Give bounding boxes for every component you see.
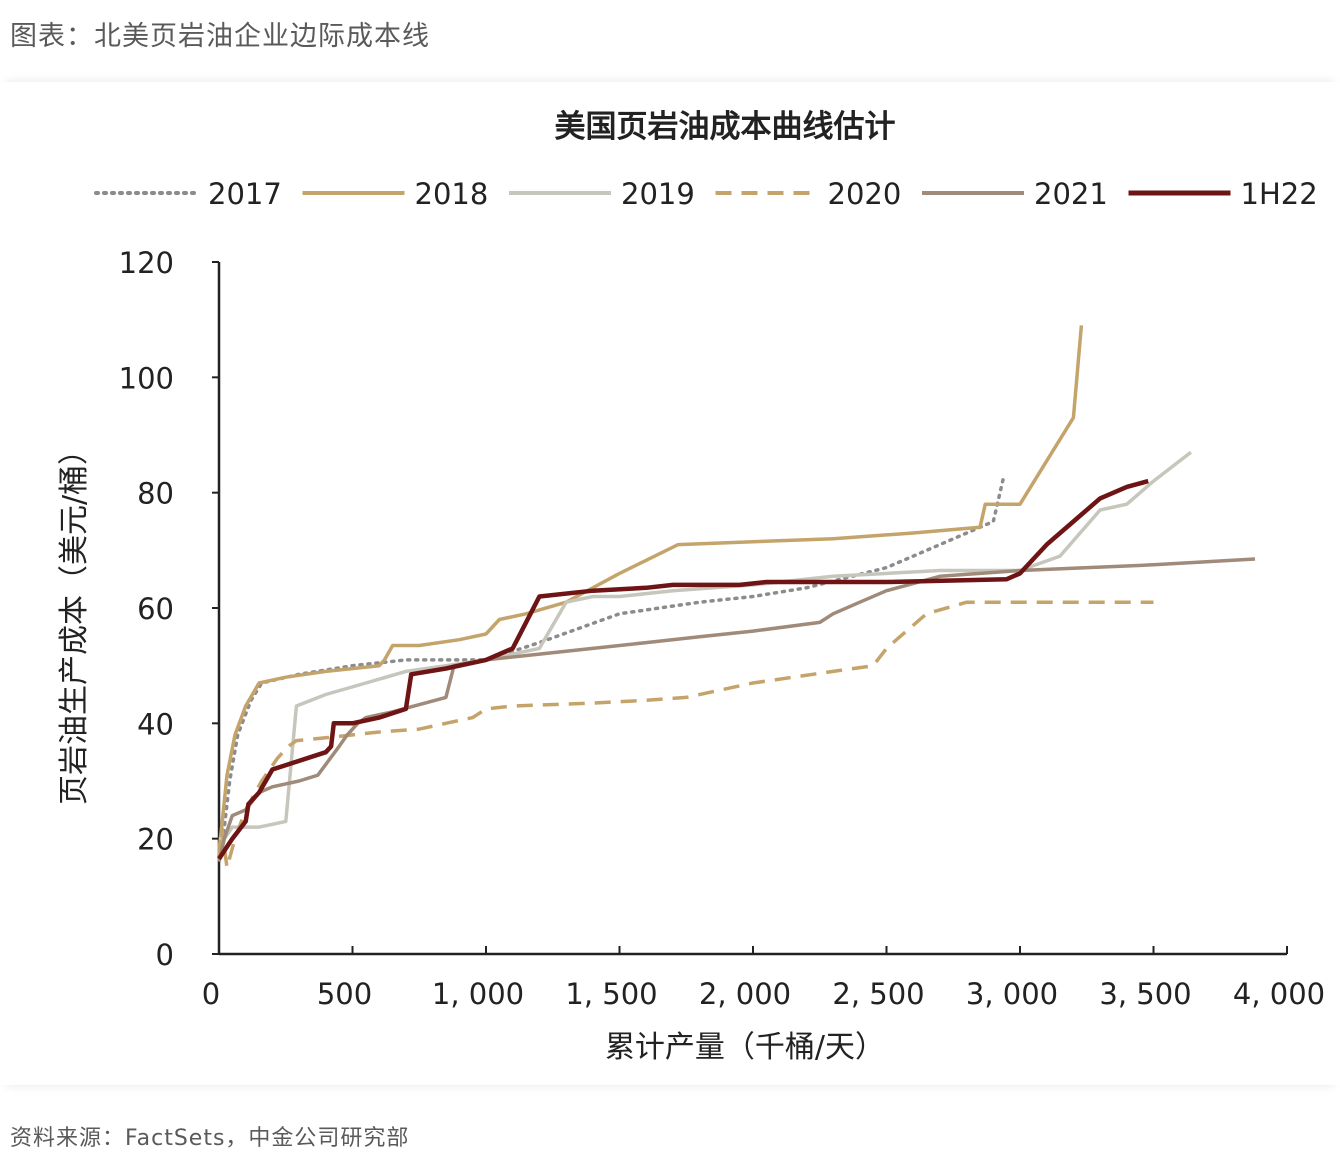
x-tick-label: 3, 000 — [966, 977, 1058, 1011]
legend-label-2021: 2021 — [1034, 177, 1108, 211]
legend-label-2017: 2017 — [208, 177, 282, 211]
y-axis-ticks: 0 20 40 60 80 100 120 — [119, 246, 219, 972]
y-tick-label: 120 — [119, 246, 174, 280]
legend-label-2020: 2020 — [828, 177, 902, 211]
series-line-2020 — [217, 600, 1154, 870]
series-line-2021 — [217, 557, 1256, 863]
figure-caption: 图表：北美页岩油企业边际成本线 — [10, 21, 430, 52]
y-tick-label: 80 — [137, 477, 174, 511]
x-axis-ticks: 0 500 1, 000 1, 500 2, 000 2, 500 3, 000 3, 500… — [202, 946, 1325, 1011]
x-tick-label: 0 — [202, 977, 220, 1011]
series-line-2018 — [217, 325, 1084, 851]
y-tick-label: 60 — [137, 592, 174, 626]
series-line-2019 — [219, 450, 1192, 841]
series-line-1H22 — [217, 478, 1149, 861]
chart-legend: 2017 2018 2019 2020 2021 1H22 — [94, 177, 1318, 211]
legend-label-2018: 2018 — [415, 177, 489, 211]
y-tick-label: 100 — [119, 361, 174, 395]
x-tick-label: 2, 000 — [699, 977, 791, 1011]
series-lines — [217, 325, 1256, 870]
y-axis-label: 页岩油生产成本（美元/桶） — [57, 435, 92, 805]
x-tick-label: 1, 000 — [432, 977, 524, 1011]
x-tick-label: 1, 500 — [565, 977, 657, 1011]
x-tick-label: 4, 000 — [1233, 977, 1325, 1011]
x-axis-label: 累计产量（千桶/天） — [605, 1030, 885, 1065]
legend-label-1H22: 1H22 — [1241, 177, 1318, 211]
series-line-2017 — [217, 473, 1006, 858]
x-tick-label: 2, 500 — [832, 977, 924, 1011]
y-tick-label: 40 — [137, 707, 174, 741]
chart-axes — [217, 262, 1287, 956]
x-tick-label: 3, 500 — [1099, 977, 1191, 1011]
y-tick-label: 20 — [137, 823, 174, 857]
x-tick-label: 500 — [317, 977, 372, 1011]
source-note: 资料来源：FactSets，中金公司研究部 — [10, 1126, 410, 1151]
chart-title: 美国页岩油成本曲线估计 — [555, 109, 896, 145]
legend-label-2019: 2019 — [621, 177, 695, 211]
y-tick-label: 0 — [156, 938, 174, 972]
